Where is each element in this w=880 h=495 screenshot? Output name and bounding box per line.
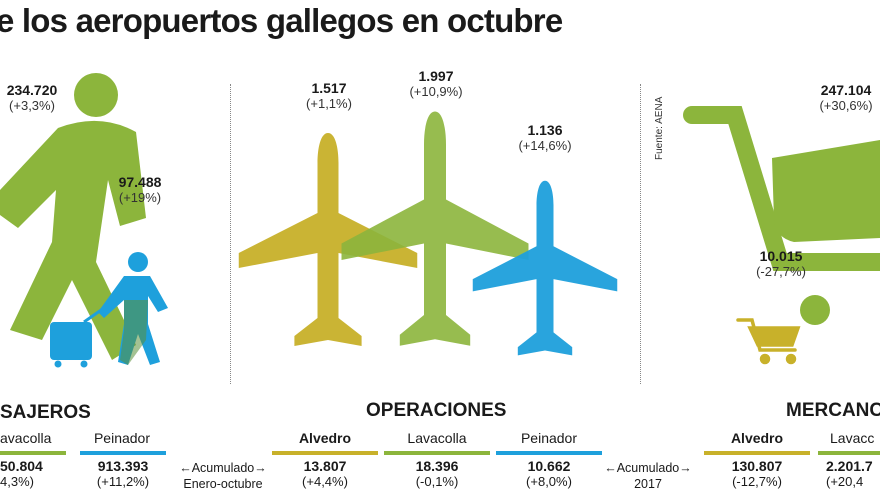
- color-key-bar: [496, 451, 602, 455]
- data-label: 247.104 (+30,6%): [819, 82, 873, 113]
- child-with-suitcase-icon: [50, 252, 168, 368]
- data-label: 234.720 (+3,3%): [6, 82, 58, 113]
- shopping-cart-icon: [683, 106, 880, 271]
- page-title: e los aeropuertos gallegos en octubre: [0, 2, 563, 39]
- source-note: Fuente: AENA: [654, 96, 665, 160]
- accumulated-value: 50.804 4,3%): [0, 458, 43, 489]
- column-header: Peinador: [93, 430, 151, 446]
- column-header: avacolla: [0, 430, 52, 446]
- data-label: 10.015 (-27,7%): [756, 248, 806, 279]
- data-label: 1.997 (+10,9%): [409, 68, 463, 99]
- data-label: 1.517 (+1,1%): [306, 80, 352, 111]
- color-key-bar: [384, 451, 490, 455]
- column-header: Alvedro: [298, 430, 352, 446]
- color-key-bar: [80, 451, 166, 455]
- airplane-icon: [472, 180, 618, 356]
- accumulated-note: ←Acumulado→ Enero-octubre: [179, 461, 267, 491]
- accumulated-value: 913.393 (+11,2%): [96, 458, 150, 489]
- accumulated-value: 130.807 (-12,7%): [731, 458, 783, 489]
- data-label: 97.488 (+19%): [118, 174, 162, 205]
- color-key-bar: [704, 451, 810, 455]
- color-key-bar: [272, 451, 378, 455]
- column-header: Lavacc: [830, 430, 875, 446]
- airplane-icon: [341, 111, 529, 346]
- column-header: Lavacolla: [407, 430, 467, 446]
- accumulated-value: 10.662 (+8,0%): [526, 458, 572, 489]
- shopping-cart-icon: [736, 318, 801, 365]
- data-label: 1.136 (+14,6%): [518, 122, 572, 153]
- section-divider: [640, 84, 641, 384]
- column-header: Alvedro: [730, 430, 784, 446]
- accumulated-value: 18.396 (-0,1%): [415, 458, 459, 489]
- section-title-mercancias: MERCANC: [786, 400, 880, 421]
- section-divider: [230, 84, 231, 384]
- accumulated-note: ←Acumulado→ 2017: [604, 461, 692, 491]
- color-key-bar: [0, 451, 66, 455]
- accumulated-value: 2.201.7 (+20,4: [826, 458, 873, 489]
- section-title-pasajeros: SAJEROS: [0, 402, 91, 423]
- section-title-operaciones: OPERACIONES: [366, 400, 507, 421]
- accumulated-value: 13.807 (+4,4%): [302, 458, 348, 489]
- color-key-bar: [818, 451, 880, 455]
- shopping-cart-icon: [772, 140, 880, 325]
- column-header: Peinador: [520, 430, 578, 446]
